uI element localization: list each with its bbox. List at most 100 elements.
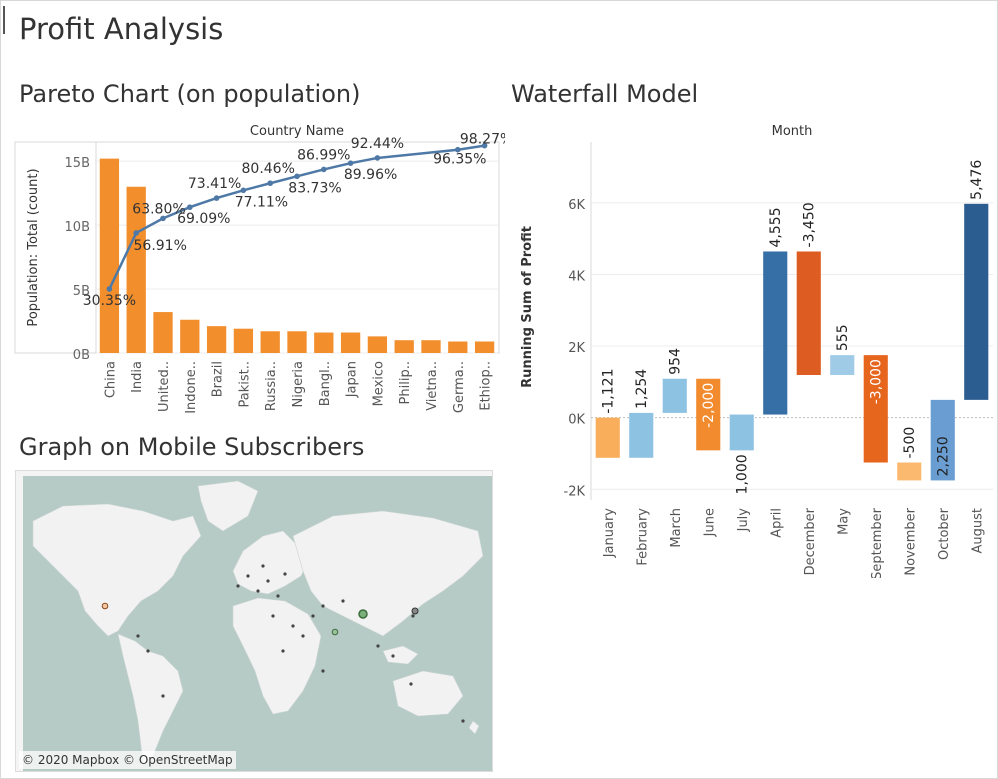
pareto-cumulative-point (321, 166, 327, 173)
pareto-bar (206, 326, 227, 353)
pareto-cumulative-label: 83.73% (288, 180, 341, 196)
pareto-x-tick: Nigeria (291, 361, 306, 408)
pareto-x-tick: China (103, 361, 118, 398)
pareto-x-tick: Japan (345, 361, 360, 398)
waterfall-bar (662, 378, 687, 413)
pareto-cumulative-label: 63.80% (132, 201, 185, 217)
pareto-cumulative-label: 92.44% (351, 136, 404, 152)
waterfall-bar (595, 417, 620, 458)
pareto-cumulative-point (347, 160, 354, 166)
pareto-bar (153, 312, 173, 353)
pareto-bar (180, 319, 200, 353)
waterfall-x-tick: September (870, 507, 885, 578)
waterfall-bar (629, 412, 654, 458)
waterfall-value-label: 954 (668, 348, 684, 375)
pareto-bar (474, 341, 495, 353)
waterfall-bar (964, 203, 989, 400)
pareto-bar (314, 332, 334, 353)
pareto-x-tick: Russia.. (264, 361, 279, 411)
pareto-x-tick: Mexico (371, 361, 386, 406)
waterfall-bar (897, 462, 922, 481)
waterfall-y-tick: -2K (564, 484, 586, 499)
waterfall-x-tick: October (937, 507, 952, 560)
waterfall-value-label: -1,121 (601, 369, 617, 414)
map-credit: © 2020 Mapbox © OpenStreetMap (19, 751, 236, 769)
pareto-y-axis-title: Population: Total (count) (26, 168, 41, 326)
waterfall-bar (729, 414, 754, 451)
pareto-cumulative-point (133, 230, 139, 236)
pareto-cumulative-point (106, 286, 113, 292)
pareto-chart[interactable]: 0B 5B 10B 15B Country Name Population: Total … (0, 118, 505, 434)
pareto-bar (394, 340, 414, 353)
waterfall-x-tick: February (635, 508, 650, 566)
waterfall-value-label: 555 (835, 324, 851, 351)
waterfall-chart[interactable]: -2K 0K 2K 4K 6K Month Running Sum of Profit -1,… (505, 118, 995, 578)
pareto-bar (260, 331, 280, 353)
pareto-cumulative-label: 96.35% (433, 152, 486, 168)
pareto-cumulative-point (187, 204, 193, 211)
pareto-cumulative-label: 69.09% (177, 211, 230, 227)
pareto-bar (233, 328, 254, 353)
pareto-y-tick: 10B (65, 220, 90, 235)
pareto-bar (367, 336, 388, 353)
pareto-cumulative-point (160, 215, 166, 222)
pareto-bar (126, 186, 146, 353)
pareto-cumulative-label: 56.91% (134, 238, 187, 254)
waterfall-value-label: -2,000 (701, 383, 717, 428)
waterfall-y-tick: 2K (568, 341, 585, 356)
pareto-cumulative-label: 73.41% (188, 176, 241, 192)
pareto-cumulative-point (374, 155, 381, 161)
pareto-x-axis-title: Country Name (250, 124, 344, 139)
text-cursor (3, 6, 5, 34)
pareto-cumulative-label: 89.96% (344, 167, 397, 183)
waterfall-value-label: -3,450 (802, 202, 818, 247)
pareto-x-tick: India (130, 361, 145, 393)
map-panel[interactable] (15, 470, 493, 772)
waterfall-x-tick: January (602, 508, 617, 559)
waterfall-bar (930, 399, 955, 481)
pareto-x-tick: Philip.. (398, 361, 413, 404)
waterfall-bar (796, 251, 821, 375)
pareto-cumulative-label: 86.99% (297, 147, 350, 163)
waterfall-value-label: 4,555 (768, 207, 784, 247)
dashboard-title: Profit Analysis (19, 12, 224, 46)
waterfall-y-axis-title: Running Sum of Profit (520, 226, 535, 388)
waterfall-bar (830, 355, 855, 375)
pareto-cumulative-label: 77.11% (235, 194, 288, 210)
map-title: Graph on Mobile Subscribers (19, 433, 365, 461)
pareto-y-tick: 15B (65, 156, 90, 171)
waterfall-y-tick: 0K (568, 413, 585, 428)
pareto-x-tick: Germa.. (452, 361, 467, 413)
waterfall-y-tick: 6K (568, 198, 585, 213)
world-map[interactable] (23, 476, 492, 771)
world-map-graphic[interactable] (23, 476, 492, 771)
pareto-cumulative-point (455, 146, 461, 153)
pareto-x-tick: United.. (157, 361, 172, 412)
waterfall-bar (863, 355, 888, 463)
pareto-y-tick: 5B (73, 284, 90, 299)
pareto-x-tick: Pakist.. (237, 361, 252, 408)
pareto-cumulative-label: 98.27% (460, 132, 505, 148)
waterfall-bar (696, 378, 721, 451)
pareto-x-tick: Vietna.. (425, 361, 440, 411)
pareto-cumulative-point (294, 173, 300, 180)
pareto-cumulative-point (481, 142, 488, 149)
pareto-cumulative-label: 30.35% (83, 293, 136, 309)
pareto-y-tick: 0B (73, 348, 90, 363)
waterfall-value-label: -500 (902, 427, 918, 459)
pareto-x-tick: Indone.. (184, 361, 199, 414)
pareto-x-tick: Brazil (211, 361, 226, 397)
waterfall-value-label: 1,000 (735, 454, 751, 494)
pareto-cumulative-point (267, 180, 274, 187)
waterfall-x-tick: December (803, 507, 818, 575)
waterfall-value-label: 5,476 (969, 160, 985, 200)
waterfall-x-tick: June (702, 508, 717, 537)
waterfall-y-tick: 4K (568, 269, 585, 284)
pareto-x-tick: Bangl.. (318, 361, 333, 406)
waterfall-value-label: 2,250 (936, 436, 952, 476)
waterfall-x-axis-title: Month (772, 124, 813, 139)
waterfall-x-tick: March (669, 508, 684, 548)
waterfall-x-tick: August (970, 508, 985, 554)
waterfall-x-tick: April (769, 508, 784, 538)
waterfall-x-tick: November (903, 507, 918, 575)
